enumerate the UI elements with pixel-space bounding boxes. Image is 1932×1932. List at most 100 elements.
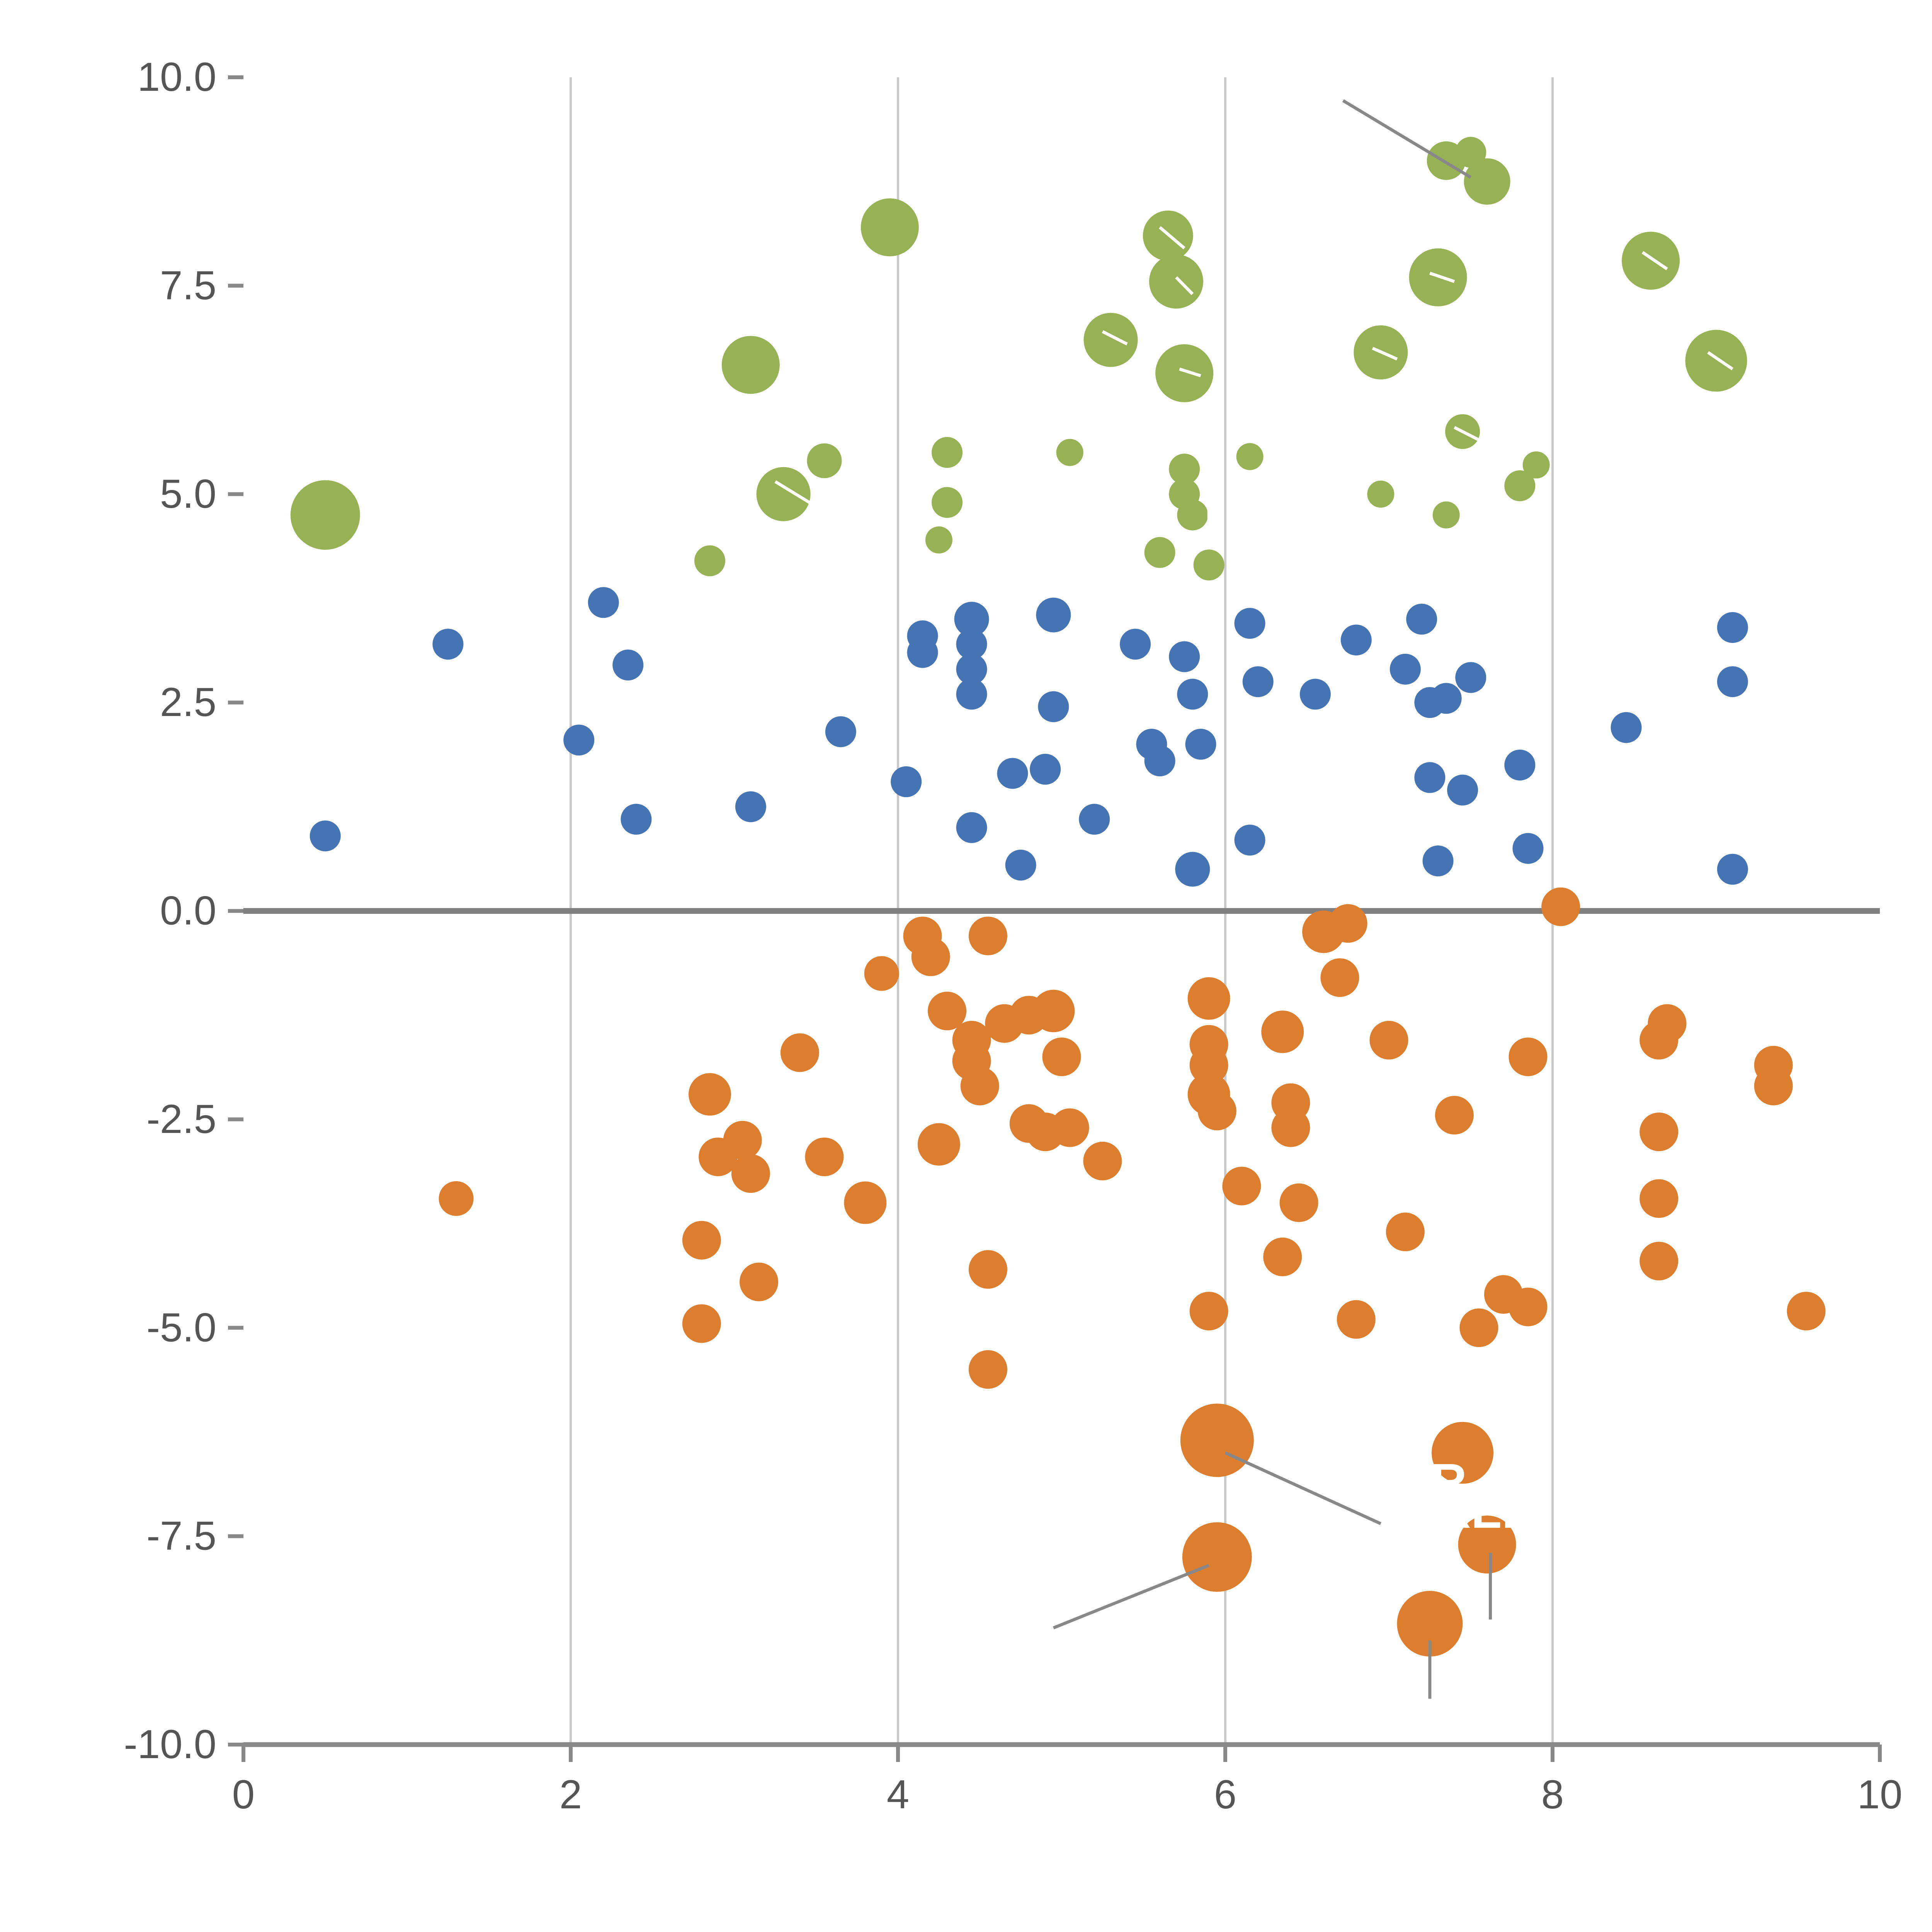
data-point-blue-cluster[interactable]	[563, 724, 595, 756]
data-point-orange-cluster[interactable]	[1189, 1292, 1228, 1331]
data-point-orange-cluster[interactable]	[1648, 1004, 1687, 1043]
data-point-blue-cluster[interactable]	[310, 820, 341, 852]
data-point-blue-cluster[interactable]	[1234, 608, 1265, 639]
data-point-green-cluster[interactable]	[1236, 443, 1264, 470]
data-point-green-cluster[interactable]	[932, 437, 963, 468]
data-point-blue-cluster[interactable]	[1079, 804, 1110, 835]
data-point-orange-cluster[interactable]	[1197, 1092, 1236, 1131]
data-point-blue-cluster[interactable]	[1717, 854, 1748, 885]
data-point-blue-cluster[interactable]	[956, 812, 987, 843]
data-point-orange-cluster[interactable]	[1222, 1167, 1261, 1206]
data-point-blue-cluster[interactable]	[612, 650, 644, 681]
data-point-green-cluster[interactable]	[694, 545, 725, 577]
data-point-orange-cluster[interactable]	[968, 917, 1007, 956]
data-point-blue-cluster[interactable]	[956, 629, 987, 660]
data-point-orange-cluster[interactable]	[911, 937, 950, 976]
data-point-green-cluster[interactable]	[932, 487, 963, 518]
data-point-orange-cluster[interactable]	[1328, 904, 1367, 943]
data-point-blue-cluster[interactable]	[1144, 745, 1175, 777]
data-point-green-cluster[interactable]	[1056, 439, 1083, 466]
data-point-orange-cluster[interactable]	[1263, 1237, 1302, 1276]
data-point-orange-cluster[interactable]	[1397, 1591, 1463, 1657]
data-point-green-cluster[interactable]	[1464, 158, 1510, 205]
data-point-orange-cluster[interactable]	[1369, 1020, 1408, 1060]
data-point-green-cluster[interactable]	[1504, 470, 1536, 502]
data-point-orange-cluster[interactable]	[1432, 1422, 1494, 1484]
data-point-orange-cluster[interactable]	[1032, 990, 1075, 1032]
data-point-orange-cluster[interactable]	[1639, 1179, 1679, 1218]
data-point-green-cluster[interactable]	[1432, 501, 1460, 529]
data-point-blue-cluster[interactable]	[1177, 679, 1208, 710]
data-point-orange-cluster[interactable]	[968, 1350, 1007, 1389]
data-point-orange-cluster[interactable]	[805, 1137, 844, 1176]
data-point-orange-cluster[interactable]	[928, 992, 967, 1031]
data-point-orange-cluster[interactable]	[688, 1073, 731, 1116]
data-point-blue-cluster[interactable]	[1175, 852, 1210, 887]
data-point-blue-cluster[interactable]	[954, 602, 989, 637]
data-point-blue-cluster[interactable]	[1242, 666, 1274, 697]
data-point-orange-cluster[interactable]	[1509, 1287, 1548, 1327]
data-point-orange-cluster[interactable]	[1189, 1046, 1228, 1085]
data-point-orange-cluster[interactable]	[1320, 958, 1359, 997]
data-point-orange-cluster[interactable]	[1182, 1522, 1252, 1592]
data-point-blue-cluster[interactable]	[891, 766, 922, 798]
data-point-blue-cluster[interactable]	[1340, 624, 1372, 656]
data-point-orange-cluster[interactable]	[682, 1221, 721, 1260]
data-point-orange-cluster[interactable]	[844, 1181, 887, 1224]
data-point-blue-cluster[interactable]	[1422, 845, 1454, 877]
data-point-orange-cluster[interactable]	[1261, 1010, 1304, 1053]
data-point-blue-cluster[interactable]	[1038, 691, 1069, 722]
data-point-blue-cluster[interactable]	[1611, 712, 1642, 743]
data-point-orange-cluster[interactable]	[1435, 1096, 1474, 1135]
data-point-blue-cluster[interactable]	[1030, 753, 1061, 785]
data-point-orange-cluster[interactable]	[1187, 977, 1230, 1020]
data-point-blue-cluster[interactable]	[1512, 833, 1544, 864]
data-point-orange-cluster[interactable]	[1042, 1037, 1081, 1077]
data-point-green-cluster[interactable]	[756, 467, 811, 521]
data-point-orange-cluster[interactable]	[780, 1033, 819, 1072]
data-point-orange-cluster[interactable]	[1459, 1308, 1498, 1347]
data-point-orange-cluster[interactable]	[731, 1154, 770, 1193]
data-point-blue-cluster[interactable]	[1169, 641, 1200, 672]
data-point-green-cluster[interactable]	[1144, 537, 1175, 568]
data-point-blue-cluster[interactable]	[1299, 679, 1331, 710]
data-point-blue-cluster[interactable]	[735, 791, 766, 822]
data-point-orange-cluster[interactable]	[1754, 1066, 1793, 1105]
data-point-orange-cluster[interactable]	[1458, 1515, 1516, 1574]
data-point-orange-cluster[interactable]	[1386, 1213, 1425, 1252]
data-point-blue-cluster[interactable]	[1414, 762, 1446, 793]
data-point-blue-cluster[interactable]	[956, 679, 987, 710]
data-point-blue-cluster[interactable]	[825, 716, 856, 747]
data-point-blue-cluster[interactable]	[956, 653, 987, 685]
data-point-blue-cluster[interactable]	[1005, 849, 1036, 881]
data-point-blue-cluster[interactable]	[1234, 825, 1265, 856]
data-point-green-cluster[interactable]	[1083, 313, 1138, 367]
data-point-blue-cluster[interactable]	[1036, 597, 1071, 633]
data-point-blue-cluster[interactable]	[588, 587, 619, 618]
data-point-orange-cluster[interactable]	[1180, 1403, 1254, 1477]
data-point-orange-cluster[interactable]	[1639, 1112, 1679, 1151]
data-point-orange-cluster[interactable]	[968, 1250, 1007, 1289]
data-point-blue-cluster[interactable]	[1389, 653, 1421, 685]
data-point-orange-cluster[interactable]	[917, 1123, 960, 1166]
data-point-orange-cluster[interactable]	[1083, 1141, 1122, 1180]
data-point-blue-cluster[interactable]	[1406, 604, 1437, 635]
data-point-orange-cluster[interactable]	[723, 1121, 762, 1160]
data-point-blue-cluster[interactable]	[1430, 683, 1462, 714]
data-point-green-cluster[interactable]	[1455, 137, 1486, 168]
data-point-blue-cluster[interactable]	[1185, 729, 1216, 760]
data-point-orange-cluster[interactable]	[439, 1181, 474, 1216]
data-point-green-cluster[interactable]	[1155, 344, 1214, 402]
data-point-green-cluster[interactable]	[721, 336, 780, 394]
data-point-blue-cluster[interactable]	[1120, 629, 1151, 660]
data-point-green-cluster[interactable]	[1367, 480, 1395, 508]
data-point-blue-cluster[interactable]	[997, 758, 1028, 789]
data-point-green-cluster[interactable]	[1149, 254, 1203, 309]
data-point-blue-cluster[interactable]	[907, 637, 938, 668]
data-point-blue-cluster[interactable]	[1504, 749, 1536, 781]
data-point-green-cluster[interactable]	[1193, 549, 1225, 581]
data-point-blue-cluster[interactable]	[432, 629, 464, 660]
data-point-green-cluster[interactable]	[1685, 330, 1747, 392]
data-point-green-cluster[interactable]	[1169, 454, 1200, 485]
data-point-green-cluster[interactable]	[925, 526, 952, 554]
